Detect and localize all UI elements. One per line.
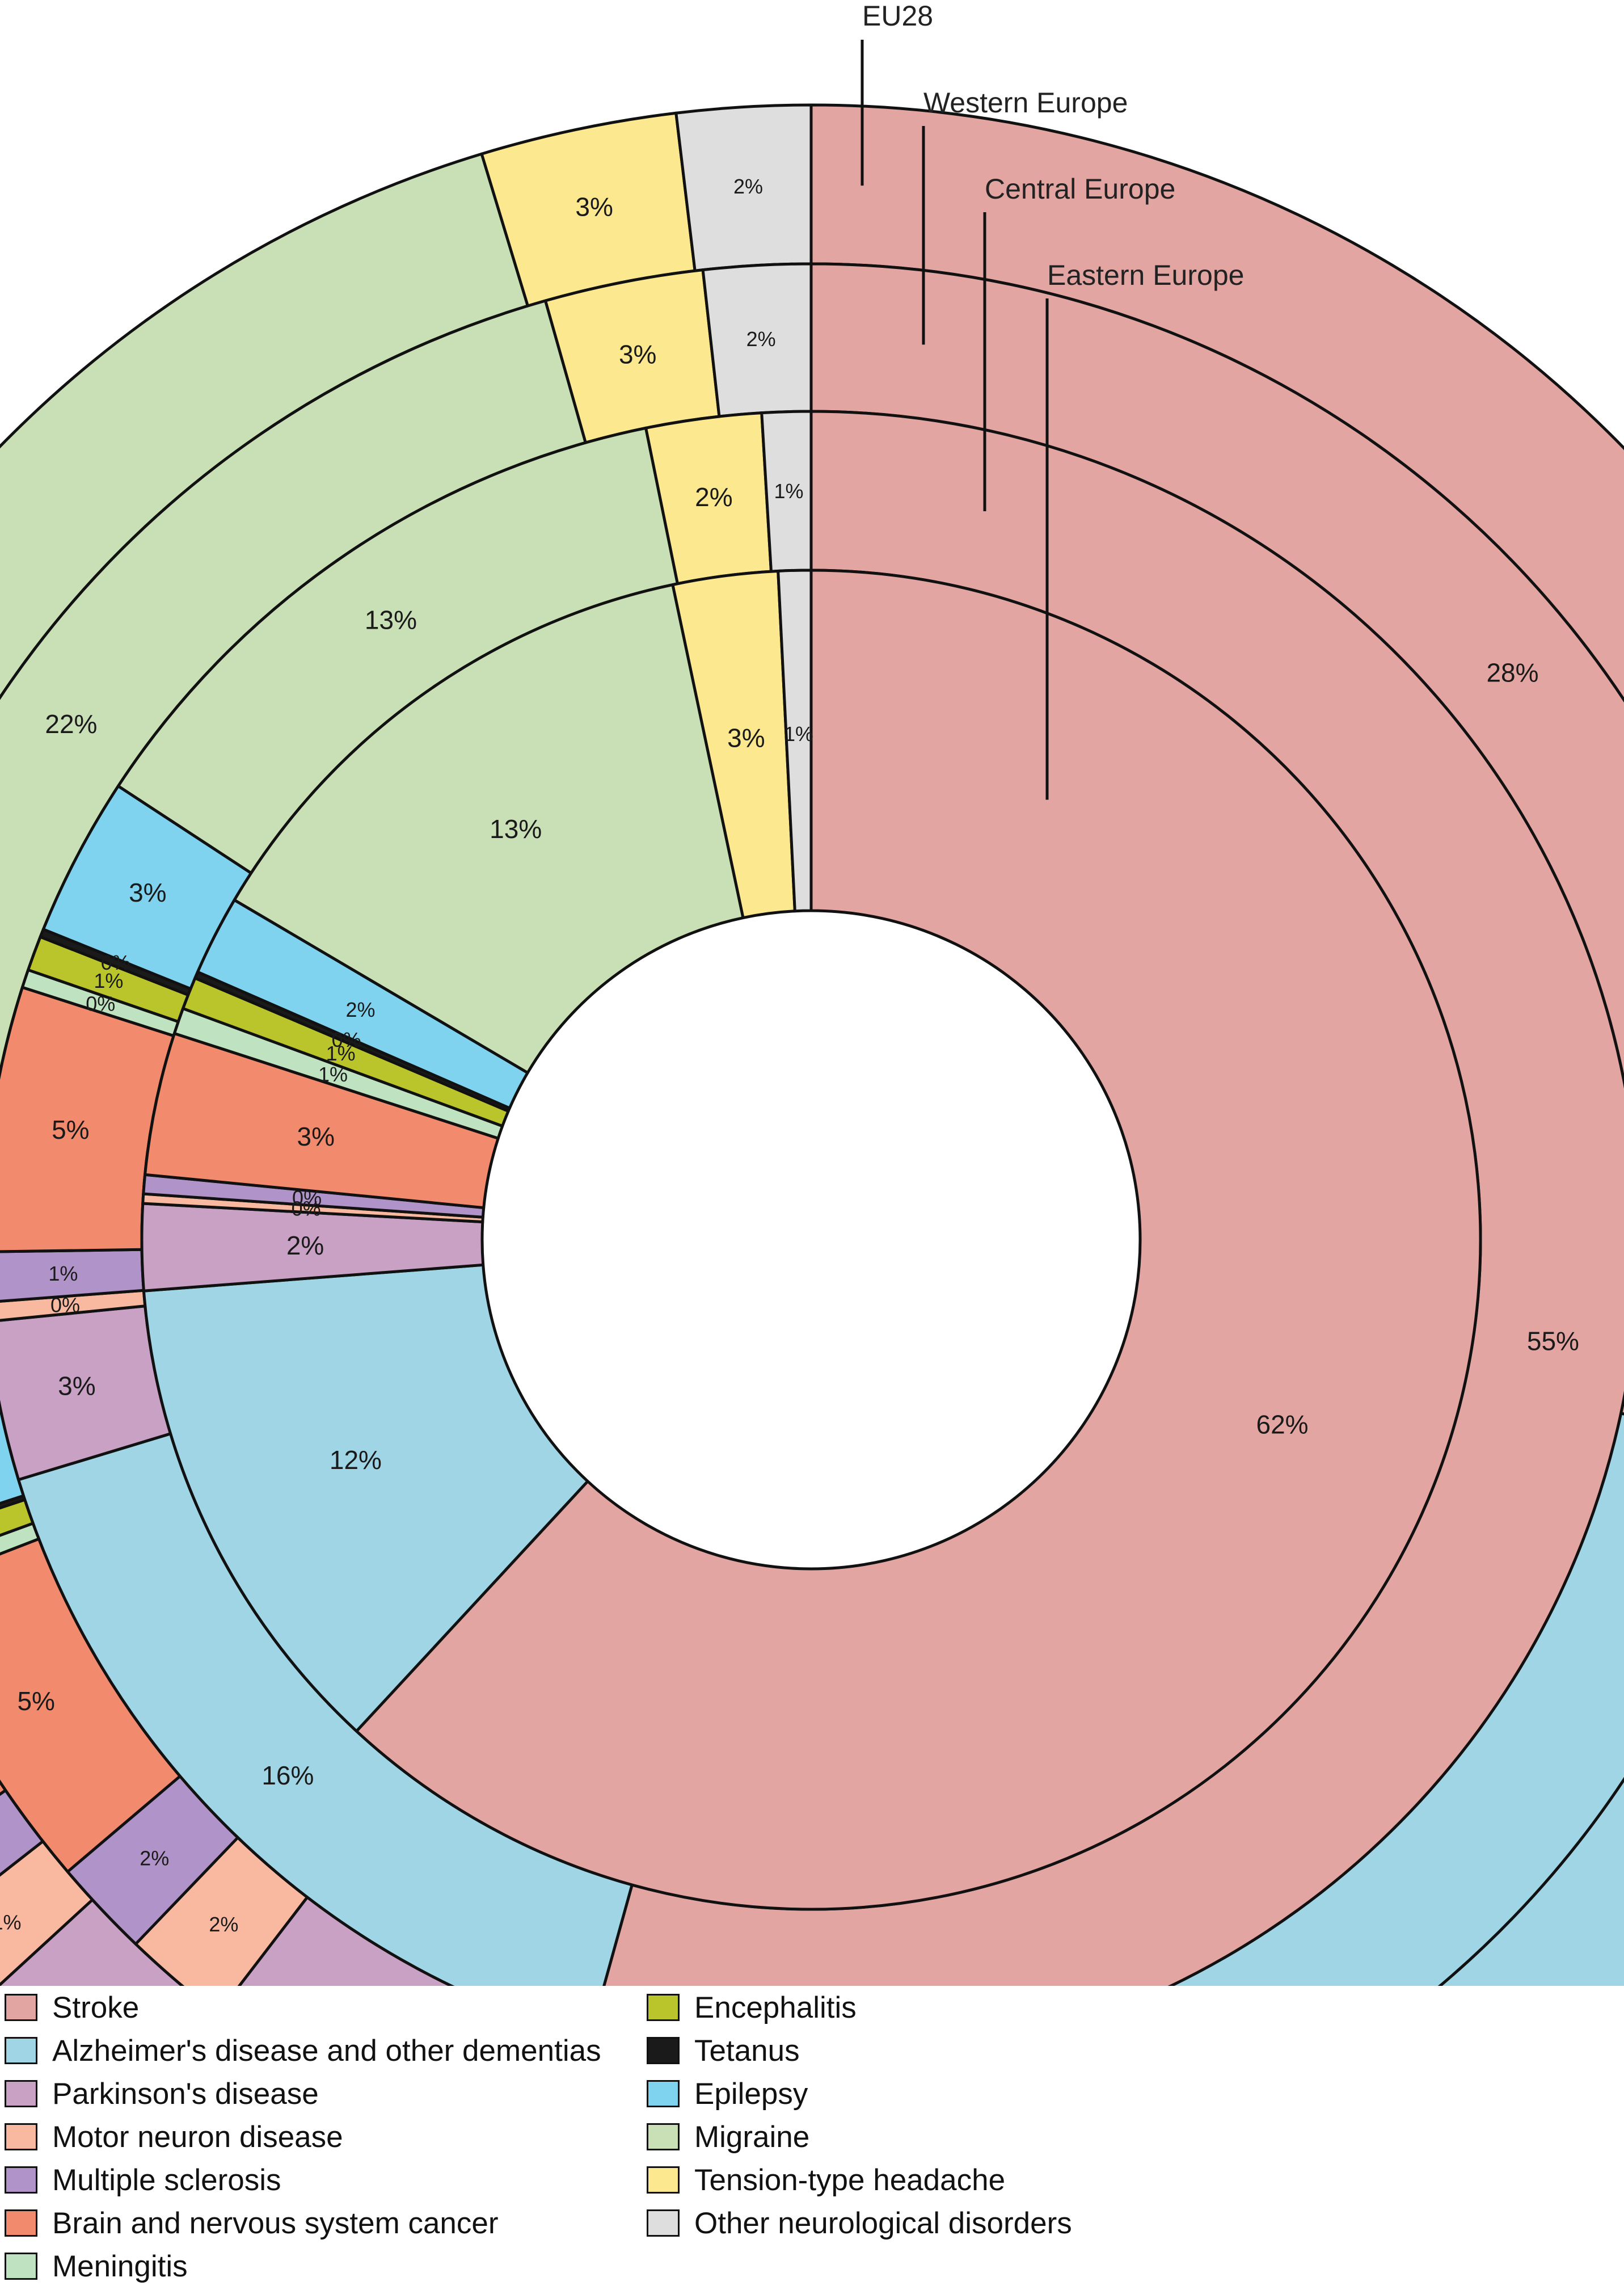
legend-item-stroke: Stroke [5, 1986, 601, 2029]
ring-label-eu28: EU28 [862, 0, 933, 32]
slice-label-eastern-europe-other-neurological-disorders: 1% [784, 722, 813, 746]
slice-label-central-europe-parkinson-s-disease: 3% [58, 1371, 95, 1401]
slice-label-central-europe-epilepsy: 3% [129, 878, 166, 907]
slice-label-eastern-europe-tetanus: 0% [332, 1028, 361, 1051]
legend-label-multiple-sclerosis: Multiple sclerosis [52, 2163, 281, 2197]
legend-label-other-neurological-disorders: Other neurological disorders [694, 2206, 1072, 2240]
legend-column-left: Stroke Alzheimer's disease and other deme… [5, 1986, 601, 2288]
slice-eastern-europe-other-neurological-disorders [777, 569, 813, 913]
slice-label-eastern-europe-motor-neuron-disease: 0% [292, 1197, 321, 1220]
legend-item-other-neurological-disorders: Other neurological disorders [647, 2201, 1072, 2245]
legend-item-motor-neuron-disease: Motor neuron disease [5, 2115, 601, 2158]
legend-swatch-epilepsy [647, 2080, 680, 2107]
slice-eastern-europe-migraine [233, 583, 745, 1075]
legend-item-alzheimer-s-disease-and-other-dementias: Alzheimer's disease and other dementias [5, 2029, 601, 2072]
legend-label-alzheimer-s-disease-and-other-dementias: Alzheimer's disease and other dementias [52, 2034, 601, 2068]
legend-swatch-meningitis [5, 2253, 37, 2280]
ring-label-central-europe: Central Europe [985, 173, 1175, 205]
legend-column-right: Encephalitis Tetanus Epilepsy Migraine Tensi… [647, 1986, 1072, 2245]
legend-label-stroke: Stroke [52, 1990, 140, 2024]
legend-swatch-tension-type-headache [647, 2166, 680, 2194]
slice-label-eastern-europe-multiple-sclerosis: 0% [292, 1186, 322, 1210]
legend-label-migraine: Migraine [694, 2120, 810, 2154]
slice-label-central-europe-migraine: 13% [365, 605, 417, 635]
slice-label-central-europe-multiple-sclerosis: 1% [48, 1262, 78, 1285]
slice-label-eu28-motor-neuron-disease: 1% [0, 1911, 21, 1934]
slice-label-eastern-europe-parkinson-s-disease: 2% [286, 1231, 324, 1260]
slice-label-western-europe-stroke: 28% [1486, 658, 1538, 687]
legend-swatch-encephalitis [647, 1994, 680, 2021]
slice-label-eastern-europe-encephalitis: 1% [326, 1042, 356, 1065]
legend-swatch-other-neurological-disorders [647, 2209, 680, 2237]
slice-label-western-europe-motor-neuron-disease: 2% [209, 1913, 238, 1936]
slice-label-western-europe-other-neurological-disorders: 2% [746, 327, 776, 351]
slice-label-eastern-europe-alzheimer-s-disease-and-other-dementias: 12% [330, 1445, 382, 1475]
legend-label-encephalitis: Encephalitis [694, 1990, 857, 2024]
legend-label-parkinson-s-disease: Parkinson's disease [52, 2077, 319, 2111]
legend-label-epilepsy: Epilepsy [694, 2077, 808, 2111]
slice-label-eu28-other-neurological-disorders: 2% [733, 175, 763, 198]
slice-label-central-europe-other-neurological-disorders: 1% [774, 479, 804, 503]
slice-label-central-europe-stroke: 55% [1527, 1326, 1579, 1356]
legend-swatch-tetanus [647, 2037, 680, 2064]
donut-chart: 35%25%4%1%1%5%0%0%0%4%20%3%2%28%28%4%2%2… [0, 0, 1624, 1986]
ring-label-western-europe: Western Europe [923, 87, 1128, 119]
slice-label-eastern-europe-brain-and-nervous-system-cancer: 3% [297, 1122, 335, 1151]
slice-label-western-europe-brain-and-nervous-system-cancer: 5% [17, 1686, 54, 1716]
ring-labels: EU28 Western Europe Central Europe Easte… [862, 0, 1244, 291]
legend-swatch-motor-neuron-disease [5, 2123, 37, 2150]
slice-label-eastern-europe-migraine: 13% [490, 814, 542, 844]
legend-item-parkinson-s-disease: Parkinson's disease [5, 2072, 601, 2115]
slice-eastern-europe-stroke [355, 569, 1482, 1911]
legend-swatch-alzheimer-s-disease-and-other-dementias [5, 2037, 37, 2064]
legend-item-epilepsy: Epilepsy [647, 2072, 1072, 2115]
legend-label-tension-type-headache: Tension-type headache [694, 2163, 1006, 2197]
legend-item-migraine: Migraine [647, 2115, 1072, 2158]
slice-label-eastern-europe-epilepsy: 2% [345, 998, 375, 1021]
slice-label-central-europe-alzheimer-s-disease-and-other-dementias: 16% [261, 1761, 314, 1790]
chart-slices [0, 103, 1624, 1986]
legend-label-motor-neuron-disease: Motor neuron disease [52, 2120, 343, 2154]
slice-label-central-europe-encephalitis: 1% [94, 969, 123, 992]
slice-label-central-europe-tension-type-headache: 2% [695, 482, 732, 512]
legend-label-tetanus: Tetanus [694, 2034, 800, 2068]
slice-label-eastern-europe-meningitis: 1% [318, 1063, 348, 1086]
legend-swatch-parkinson-s-disease [5, 2080, 37, 2107]
legend-label-meningitis: Meningitis [52, 2249, 188, 2283]
legend-label-brain-and-nervous-system-cancer: Brain and nervous system cancer [52, 2206, 499, 2240]
slice-label-central-europe-brain-and-nervous-system-cancer: 5% [52, 1115, 89, 1144]
ring-label-eastern-europe: Eastern Europe [1047, 259, 1244, 291]
slice-label-central-europe-motor-neuron-disease: 0% [50, 1294, 80, 1317]
slice-label-western-europe-tension-type-headache: 3% [619, 340, 656, 369]
slice-label-eastern-europe-stroke: 62% [1256, 1409, 1309, 1439]
slice-eu28-migraine [0, 152, 529, 700]
slice-label-central-europe-tetanus: 0% [101, 951, 130, 974]
chart-slice-labels: 35%25%4%1%1%5%0%0%0%4%20%3%2%28%28%4%2%2… [0, 175, 1579, 1936]
slice-label-central-europe-meningitis: 0% [86, 992, 115, 1015]
slice-label-western-europe-multiple-sclerosis: 2% [140, 1846, 169, 1870]
legend-item-multiple-sclerosis: Multiple sclerosis [5, 2158, 601, 2201]
legend-swatch-brain-and-nervous-system-cancer [5, 2209, 37, 2237]
slice-label-eastern-europe-tension-type-headache: 3% [727, 723, 765, 752]
legend-item-encephalitis: Encephalitis [647, 1986, 1072, 2029]
legend-item-brain-and-nervous-system-cancer: Brain and nervous system cancer [5, 2201, 601, 2245]
legend-item-tension-type-headache: Tension-type headache [647, 2158, 1072, 2201]
legend-item-meningitis: Meningitis [5, 2245, 601, 2288]
legend-swatch-migraine [647, 2123, 680, 2150]
legend-swatch-multiple-sclerosis [5, 2166, 37, 2194]
slice-label-western-europe-migraine: 22% [45, 709, 97, 739]
slice-eastern-europe-alzheimer-s-disease-and-other-dementias [142, 1263, 589, 1733]
chart-legend: Stroke Alzheimer's disease and other deme… [0, 1986, 1624, 2290]
legend-item-tetanus: Tetanus [647, 2029, 1072, 2072]
legend-swatch-stroke [5, 1994, 37, 2021]
ring-leader-lines [860, 40, 1049, 800]
slice-eu28-alzheimer-s-disease-and-other-dementias [1437, 1777, 1624, 1986]
slice-label-eu28-tension-type-headache: 3% [575, 192, 613, 222]
